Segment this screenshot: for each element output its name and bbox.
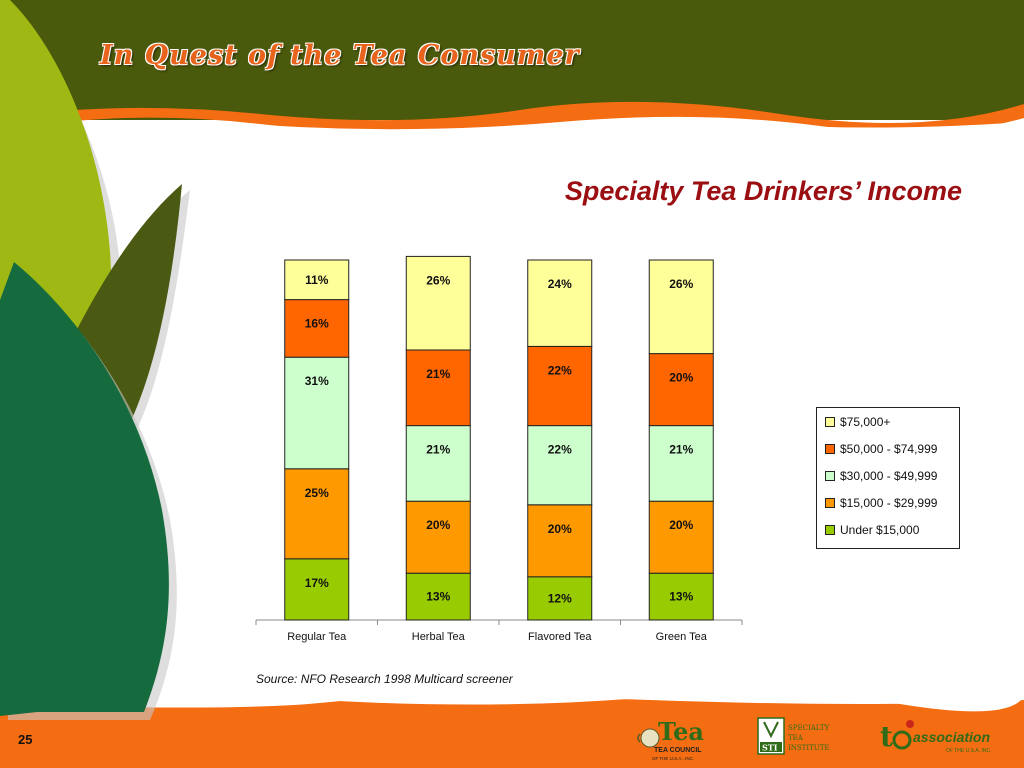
data-label: 31% <box>305 374 329 388</box>
bar-segment <box>405 425 471 502</box>
bar-segment <box>527 425 593 506</box>
data-label: 21% <box>426 443 450 457</box>
data-label: 22% <box>548 363 572 377</box>
data-label: 26% <box>426 273 450 287</box>
sti-letters: STI <box>762 743 778 753</box>
bar-segment <box>648 259 714 355</box>
bar-segment <box>648 425 714 502</box>
legend-label: $75,000+ <box>840 415 891 429</box>
sti-line3: INSTITUTE <box>788 744 829 752</box>
data-label: 24% <box>548 277 572 291</box>
source-note: Source: NFO Research 1998 Multicard scre… <box>256 672 513 686</box>
data-label: 13% <box>426 590 450 604</box>
leaf-dark-tip <box>0 630 130 716</box>
legend-label: $15,000 - $29,999 <box>840 496 938 510</box>
data-label: 22% <box>548 443 572 457</box>
legend-label: $50,000 - $74,999 <box>840 442 938 456</box>
tea-association-word: association <box>913 729 990 745</box>
tea-council-word: Tea <box>658 717 704 746</box>
leaf-dark <box>0 262 169 712</box>
page-number: 25 <box>18 732 33 747</box>
bar-segment <box>284 356 350 470</box>
data-label: 11% <box>305 273 329 287</box>
bar-segment <box>648 353 714 427</box>
bar-segment <box>284 558 350 621</box>
tea-council-line1: TEA COUNCIL <box>654 747 702 754</box>
x-tick-label: Regular Tea <box>287 631 347 643</box>
legend-swatch <box>825 471 835 481</box>
header-white-wave <box>0 116 1024 140</box>
bar-segment <box>527 345 593 427</box>
bar-segment <box>405 500 471 574</box>
x-tick-label: Flavored Tea <box>528 631 592 643</box>
data-label: 17% <box>305 576 329 590</box>
header-orange-wave <box>0 101 1024 134</box>
bar-segment <box>405 349 471 427</box>
bar-segment <box>648 572 714 621</box>
tea-council-logo: Tea TEA COUNCIL OF THE U.S.A., INC. <box>637 717 704 761</box>
bar-segment <box>527 576 593 621</box>
legend-swatch <box>825 498 835 508</box>
slide-title: In Quest of the Tea Consumer <box>100 40 580 71</box>
data-label: 20% <box>669 518 693 532</box>
data-label: 13% <box>669 590 693 604</box>
bar-segment <box>405 255 471 351</box>
sti-line1: SPECIALTY <box>788 724 830 732</box>
bar-segment <box>527 259 593 347</box>
legend-swatch <box>825 444 835 454</box>
x-tick-label: Green Tea <box>656 631 708 643</box>
bar-segment <box>527 504 593 578</box>
sti-logo: STI SPECIALTY TEA INSTITUTE <box>757 717 830 755</box>
x-tick-label: Herbal Tea <box>412 631 466 643</box>
svg-text:t: t <box>880 720 893 753</box>
bar-segment <box>648 500 714 574</box>
legend-item: $75,000+ <box>825 415 890 429</box>
data-label: 20% <box>426 518 450 532</box>
tea-council-line2: OF THE U.S.A., INC. <box>652 756 694 761</box>
footer-white-wave <box>0 683 1024 708</box>
data-label: 20% <box>548 522 572 536</box>
legend-item: $15,000 - $29,999 <box>825 496 937 510</box>
data-label: 16% <box>305 317 329 331</box>
data-label: 26% <box>669 277 693 291</box>
data-label: 25% <box>305 486 329 500</box>
chart-legend: $75,000+ $50,000 - $74,999 $30,000 - $49,9… <box>816 407 960 549</box>
data-label: 21% <box>426 367 450 381</box>
bar-segment <box>284 299 350 358</box>
legend-item: $30,000 - $49,999 <box>825 469 937 483</box>
bar-segment <box>284 468 350 560</box>
data-label: 12% <box>548 591 572 605</box>
bar-segment <box>284 259 350 301</box>
tea-association-line2: OF THE U.S.A. INC. <box>946 748 991 754</box>
chart-title: Specialty Tea Drinkers’ Income <box>564 176 962 206</box>
legend-label: $30,000 - $49,999 <box>840 469 938 483</box>
legend-label: Under $15,000 <box>840 523 920 537</box>
sti-line2: TEA <box>788 734 804 742</box>
data-label: 21% <box>669 443 693 457</box>
legend-item: $50,000 - $74,999 <box>825 442 937 456</box>
legend-swatch <box>825 417 835 427</box>
data-label: 20% <box>669 371 693 385</box>
legend-swatch <box>825 525 835 535</box>
tea-association-logo: t association OF THE U.S.A. INC. <box>880 720 991 754</box>
legend-item: Under $15,000 <box>825 523 919 537</box>
header-band <box>0 0 1024 120</box>
